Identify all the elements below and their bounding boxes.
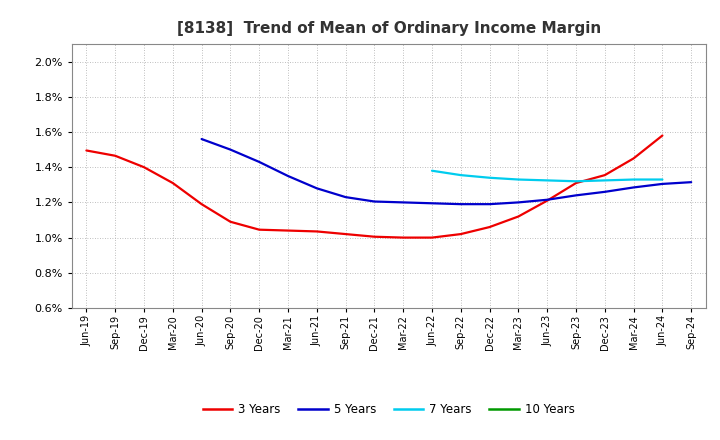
- 3 Years: [168, 180, 177, 186]
- 3 Years: [428, 235, 436, 240]
- 3 Years: [456, 231, 465, 237]
- 5 Years: [543, 197, 552, 202]
- 5 Years: [687, 180, 696, 185]
- 3 Years: [514, 214, 523, 219]
- 5 Years: [312, 186, 321, 191]
- Line: 7 Years: 7 Years: [432, 171, 662, 181]
- 7 Years: [428, 168, 436, 173]
- 5 Years: [572, 193, 580, 198]
- 3 Years: [82, 148, 91, 153]
- 7 Years: [600, 178, 609, 183]
- Line: 3 Years: 3 Years: [86, 136, 662, 238]
- 5 Years: [284, 173, 292, 179]
- 7 Years: [485, 175, 494, 180]
- 5 Years: [197, 136, 206, 142]
- 3 Years: [370, 234, 379, 239]
- 3 Years: [284, 228, 292, 233]
- 5 Years: [341, 194, 350, 200]
- 3 Years: [111, 153, 120, 158]
- 3 Years: [197, 202, 206, 207]
- Line: 5 Years: 5 Years: [202, 139, 691, 204]
- 3 Years: [312, 229, 321, 234]
- 3 Years: [658, 133, 667, 138]
- 5 Years: [226, 147, 235, 152]
- 5 Years: [370, 199, 379, 204]
- 7 Years: [543, 178, 552, 183]
- 3 Years: [226, 219, 235, 224]
- Title: [8138]  Trend of Mean of Ordinary Income Margin: [8138] Trend of Mean of Ordinary Income …: [176, 21, 601, 36]
- 3 Years: [399, 235, 408, 240]
- 7 Years: [658, 177, 667, 182]
- 5 Years: [485, 202, 494, 207]
- 7 Years: [456, 172, 465, 178]
- 5 Years: [658, 181, 667, 187]
- 5 Years: [629, 185, 638, 190]
- 5 Years: [399, 200, 408, 205]
- 7 Years: [572, 179, 580, 184]
- 7 Years: [629, 177, 638, 182]
- Legend: 3 Years, 5 Years, 7 Years, 10 Years: 3 Years, 5 Years, 7 Years, 10 Years: [198, 398, 580, 421]
- 5 Years: [600, 189, 609, 194]
- 3 Years: [572, 180, 580, 186]
- 3 Years: [629, 156, 638, 161]
- 5 Years: [514, 200, 523, 205]
- 3 Years: [140, 165, 148, 170]
- 3 Years: [543, 198, 552, 203]
- 3 Years: [600, 172, 609, 178]
- 3 Years: [341, 231, 350, 237]
- 5 Years: [428, 201, 436, 206]
- 7 Years: [514, 177, 523, 182]
- 3 Years: [255, 227, 264, 232]
- 5 Years: [456, 202, 465, 207]
- 3 Years: [485, 224, 494, 230]
- 5 Years: [255, 159, 264, 165]
